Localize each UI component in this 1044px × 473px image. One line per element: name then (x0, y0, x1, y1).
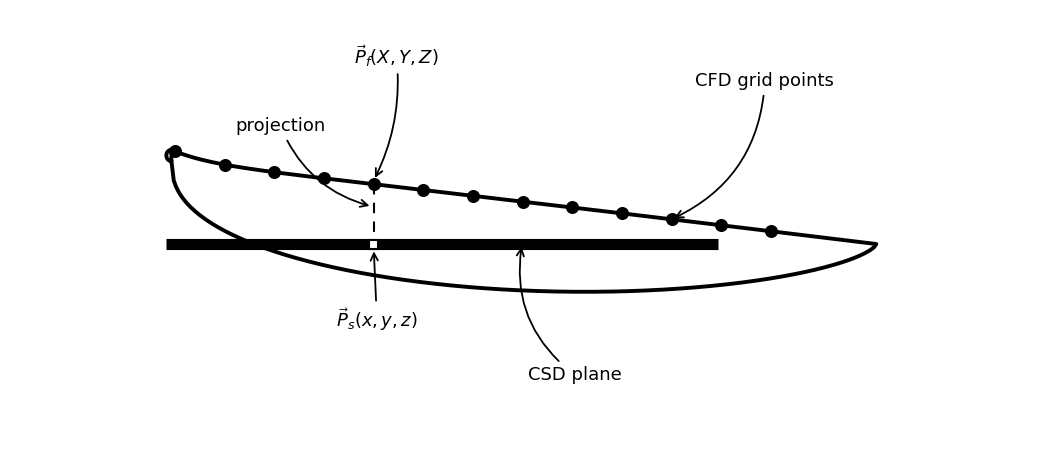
Polygon shape (370, 239, 378, 249)
Text: CSD plane: CSD plane (517, 249, 621, 384)
Text: projection: projection (236, 117, 367, 207)
Point (515, 198, 531, 205)
Text: $\vec{P}_s(x,y,z)$: $\vec{P}_s(x,y,z)$ (336, 254, 418, 333)
Point (315, 175, 332, 182)
Point (564, 204, 580, 211)
Point (663, 216, 680, 223)
Point (365, 180, 382, 188)
Point (465, 192, 481, 200)
Point (713, 221, 730, 229)
Text: $\vec{P}_f(X,Y,Z)$: $\vec{P}_f(X,Y,Z)$ (354, 43, 438, 176)
Point (266, 168, 283, 176)
Point (216, 161, 233, 168)
Point (167, 148, 184, 155)
Point (762, 228, 779, 235)
Point (614, 210, 631, 217)
Point (416, 186, 432, 194)
Text: CFD grid points: CFD grid points (675, 72, 834, 217)
